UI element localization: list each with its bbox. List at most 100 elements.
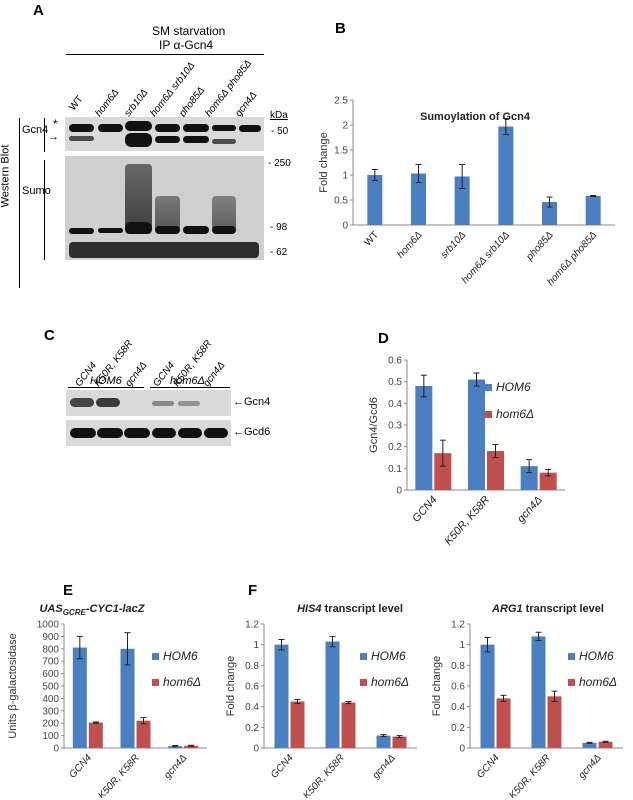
chart-title: HIS4 transcript level <box>297 603 403 615</box>
legend-label: hom6Δ <box>371 675 409 689</box>
panel-a-letter: A <box>33 2 44 19</box>
x-tick-label: srb10Δ <box>439 229 469 260</box>
chart-title: Sumoylation of Gcn4 <box>420 111 531 123</box>
gcn4-bracket <box>44 118 45 152</box>
y-tick-label: 0.2 <box>245 723 259 734</box>
x-tick-label: gcn4Δ <box>577 752 604 781</box>
marker-98: - 98 <box>270 222 288 233</box>
y-axis-label: Fold change <box>318 132 330 193</box>
y-tick-label: 900 <box>42 632 59 643</box>
x-tick-label: K50R, K58R <box>96 753 141 798</box>
group2-line <box>150 387 230 388</box>
x-tick-label: GCN4 <box>269 752 296 780</box>
bar <box>88 722 103 748</box>
y-tick-label: 0 <box>53 744 59 755</box>
marker-62: - 62 <box>270 247 288 258</box>
bar <box>496 698 511 748</box>
gcn4-blot-a <box>65 117 264 151</box>
bar <box>480 644 495 748</box>
lane-label: gcn4Δ <box>123 359 150 389</box>
y-axis-label: Units β-galactosidase <box>7 633 19 738</box>
x-tick-label: gcn4Δ <box>371 752 398 781</box>
y-tick-label: 0.5 <box>334 196 348 207</box>
sumo-blot-a <box>65 156 264 260</box>
y-tick-label: 1 <box>459 640 465 651</box>
y-tick-label: 0.6 <box>245 682 259 693</box>
legend-swatch <box>568 653 575 660</box>
y-tick-label: 0.6 <box>388 356 402 367</box>
panel-e-letter: E <box>63 582 74 599</box>
y-axis-label: Fold change <box>225 656 237 717</box>
x-tick-label: GCN4 <box>475 752 502 780</box>
legend-label: hom6Δ <box>163 675 201 689</box>
y-tick-label: 300 <box>42 706 59 717</box>
bar <box>120 648 135 748</box>
x-tick-label: gcn4Δ <box>515 494 545 525</box>
bar <box>367 175 383 225</box>
y-tick-label: 0 <box>342 221 348 232</box>
y-tick-label: 0.8 <box>451 661 465 672</box>
y-tick-label: 200 <box>42 719 59 730</box>
y-tick-label: 0.1 <box>388 464 402 475</box>
legend-label: HOM6 <box>371 649 406 663</box>
arrow-icon: → <box>48 131 59 143</box>
marker-250: - 250 <box>268 158 291 169</box>
chart-title: ARG1 transcript level <box>491 603 604 615</box>
bar <box>454 176 470 225</box>
bar <box>376 735 391 748</box>
chart-f-his4: 0 0.2 0.4 0.6 0.8 1 1.2 Fold change HIS4 transcr… <box>225 603 417 798</box>
band-gcn4-label: ←Gcn4 <box>233 396 271 408</box>
y-tick-label: 1 <box>253 640 259 651</box>
y-tick-label: 600 <box>42 669 59 680</box>
y-tick-label: 0 <box>396 486 402 497</box>
bar <box>341 702 356 748</box>
bar <box>487 451 504 490</box>
panel-d-letter: D <box>378 330 389 347</box>
gcd6-blot-c <box>66 420 231 446</box>
group1-line <box>68 387 144 388</box>
panel-f-letter: F <box>248 582 258 599</box>
bar <box>542 202 557 225</box>
bar <box>72 647 87 748</box>
chart-title: UASGCRE-CYC1-lacZ <box>39 603 145 617</box>
bar <box>598 741 613 748</box>
lane-label: WT <box>67 93 86 113</box>
x-tick-label: gcn4Δ <box>162 752 189 781</box>
y-tick-label: 0.2 <box>388 442 402 453</box>
x-tick-label: K50R, K58R <box>442 494 492 548</box>
x-tick-label: GCN4 <box>67 752 94 780</box>
ip-label: IP α-Gcn4 <box>159 38 214 52</box>
gcn4-side-label: Gcn4 <box>22 124 49 136</box>
y-tick-label: 0.6 <box>451 682 465 693</box>
panel-c-letter: C <box>44 327 55 344</box>
x-tick-label: GCN4 <box>410 494 439 525</box>
group-hom6-delta-label: hom6Δ <box>170 375 205 387</box>
bar <box>274 644 289 748</box>
ip-underline <box>66 54 264 55</box>
y-tick-label: 400 <box>42 694 59 705</box>
y-tick-label: 1 <box>342 171 348 182</box>
y-tick-label: 0.4 <box>451 702 465 713</box>
bar <box>531 636 546 748</box>
y-tick-label: 700 <box>42 657 59 668</box>
sumo-bracket <box>44 160 45 260</box>
x-tick-label: hom6Δ srb10Δ <box>460 229 512 286</box>
y-tick-label: 1.2 <box>451 620 465 631</box>
y-tick-label: 0.8 <box>245 661 259 672</box>
y-tick-label: 0.2 <box>451 723 465 734</box>
legend-swatch <box>485 384 492 391</box>
y-tick-label: 0.5 <box>388 377 402 388</box>
chart-f-arg1: 0 0.2 0.4 0.6 0.8 1 1.2 Fold change ARG1 transcr… <box>431 603 623 798</box>
lane-label: hom6Δ <box>93 87 122 119</box>
chart-d: 0 0.1 0.2 0.3 0.4 0.5 0.6 Gcn4/Gcd6 GCN4 K50R, K5… <box>368 356 565 548</box>
bar <box>392 736 407 748</box>
x-tick-label: pho85Δ <box>524 229 556 263</box>
x-tick-label: hom6Δ <box>395 229 425 260</box>
legend-swatch <box>152 653 159 660</box>
bar <box>547 696 562 748</box>
y-tick-label: 1000 <box>37 620 60 631</box>
y-tick-label: 0.4 <box>245 702 259 713</box>
bar <box>325 641 340 748</box>
western-blot-bracket <box>19 118 20 288</box>
y-tick-label: 0 <box>459 744 465 755</box>
